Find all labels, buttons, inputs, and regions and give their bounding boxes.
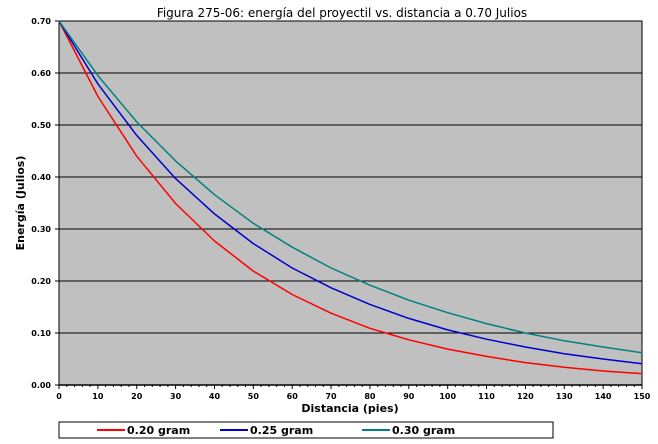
y-tick-label: 0.30 xyxy=(31,225,51,234)
x-tick-label: 130 xyxy=(556,392,573,401)
y-axis-label: Energía (Julios) xyxy=(14,156,27,251)
legend-label: 0.25 gram xyxy=(250,424,313,437)
legend-label: 0.20 gram xyxy=(127,424,190,437)
series-lines xyxy=(58,20,643,375)
y-tick-label: 0.60 xyxy=(31,69,51,78)
x-tick-label: 0 xyxy=(56,392,62,401)
legend-box xyxy=(58,421,554,439)
y-tick-label: 0.70 xyxy=(31,17,51,26)
series-line xyxy=(58,20,643,375)
y-tick-label: 0.50 xyxy=(31,121,51,130)
x-tick-label: 100 xyxy=(439,392,456,401)
y-tick-label: 0.10 xyxy=(31,329,51,338)
legend-label: 0.30 gram xyxy=(392,424,455,437)
grid-lines xyxy=(59,72,642,334)
series-line xyxy=(58,20,643,365)
x-tick-label: 110 xyxy=(478,392,495,401)
x-tick-label: 50 xyxy=(248,392,260,401)
y-tick-label: 0.00 xyxy=(31,381,51,390)
y-tick-label: 0.20 xyxy=(31,277,51,286)
x-tick-label: 140 xyxy=(595,392,612,401)
x-tick-label: 90 xyxy=(403,392,415,401)
x-tick-label: 120 xyxy=(517,392,534,401)
x-axis: 0 10 20 30 40 50 60 70 80 90 100 110 120 130 140 150 xyxy=(56,384,651,401)
y-axis: 0.00 0.10 0.20 0.30 0.40 0.50 0.60 0.70 xyxy=(31,17,59,390)
x-tick-label: 70 xyxy=(325,392,337,401)
x-axis-label: Distancia (pies) xyxy=(301,402,398,415)
y-tick-label: 0.40 xyxy=(31,173,51,182)
x-tick-label: 80 xyxy=(364,392,376,401)
x-tick-label: 60 xyxy=(287,392,299,401)
chart-title: Figura 275-06: energía del proyectil vs.… xyxy=(157,6,527,20)
x-tick-label: 20 xyxy=(131,392,143,401)
x-tick-label: 10 xyxy=(92,392,104,401)
x-tick-label: 30 xyxy=(170,392,182,401)
plot-area xyxy=(58,20,643,386)
x-tick-label: 40 xyxy=(209,392,221,401)
legend: 0.20 gram 0.25 gram 0.30 gram xyxy=(97,424,455,437)
x-tick-label: 150 xyxy=(634,392,651,401)
series-line xyxy=(58,20,643,354)
